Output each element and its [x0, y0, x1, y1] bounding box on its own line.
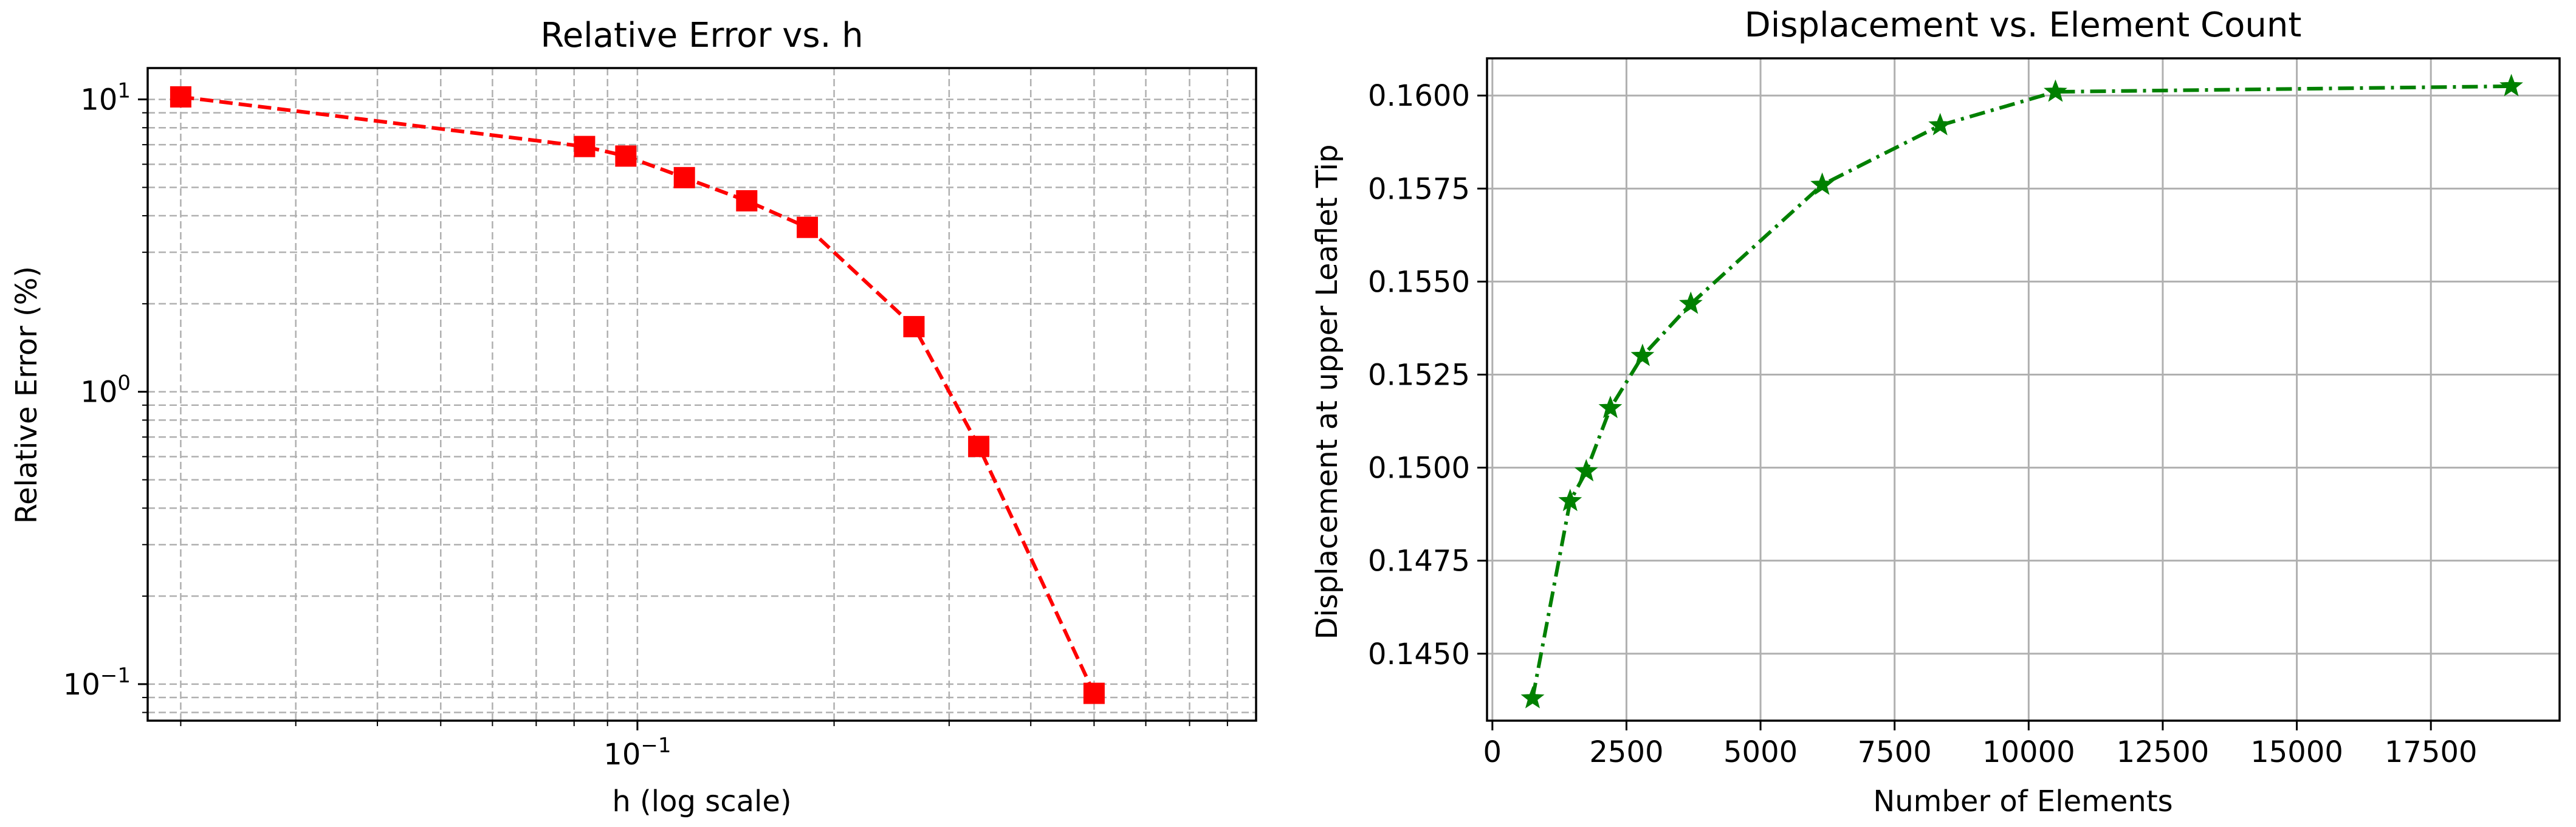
right-data-point [1520, 685, 1545, 709]
left-y-tick-label: 10−1 [63, 664, 131, 702]
right-x-axis-label: Number of Elements [1873, 784, 2172, 818]
left-data-point [736, 190, 758, 211]
left-data-point [1083, 682, 1105, 704]
left-data-point [673, 166, 695, 188]
right-y-tick-label: 0.1500 [1368, 451, 1470, 486]
right-series [1520, 74, 2523, 709]
right-x-tick-label: 7500 [1858, 735, 1932, 769]
left-grid [148, 68, 1256, 721]
right-chart-title: Displacement vs. Element Count [1745, 5, 2302, 45]
left-series [170, 86, 1105, 704]
right-x-tick-label: 0 [1483, 735, 1502, 769]
right-x-tick-label: 12500 [2117, 735, 2210, 769]
left-x-axis-label: h (log scale) [612, 784, 791, 818]
left-data-point [797, 216, 819, 238]
left-series-line [180, 95, 1096, 695]
right-x-tick-label: 10000 [1982, 735, 2075, 769]
right-x-tick-label: 5000 [1723, 735, 1798, 769]
right-data-point [1630, 343, 1655, 366]
chart-right: 0 2500 5000 7500 10000 12500 15000 17500 0.1450 0… [1310, 5, 2561, 818]
left-data-point [615, 145, 637, 167]
left-data-point [574, 136, 596, 157]
right-data-point [1558, 489, 1582, 512]
right-y-tick-label: 0.1600 [1368, 79, 1470, 113]
right-plot-frame [1486, 57, 2561, 722]
right-y-tick-label: 0.1550 [1368, 265, 1470, 299]
left-y-tick-label: 101 [80, 79, 131, 117]
right-data-point [2499, 74, 2523, 97]
right-y-tick-label: 0.1475 [1368, 544, 1470, 578]
left-data-point [170, 86, 191, 108]
left-data-point [903, 316, 925, 338]
left-series-group [170, 86, 1105, 704]
left-plot-frame [146, 67, 1257, 722]
right-x-tick-label: 2500 [1589, 735, 1663, 769]
right-ticks: 0 2500 5000 7500 10000 12500 15000 17500 0.1450 0… [1368, 79, 2478, 769]
right-data-point [1810, 172, 1834, 195]
right-x-tick-label: 17500 [2385, 735, 2478, 769]
right-grid [1487, 58, 2560, 721]
right-data-point [1678, 291, 1703, 314]
left-chart-title: Relative Error vs. h [540, 16, 863, 55]
right-y-tick-label: 0.1450 [1368, 637, 1470, 671]
left-data-point [968, 436, 990, 458]
right-data-point [2044, 79, 2067, 102]
left-y-axis-label: Relative Error (%) [10, 266, 44, 524]
right-y-tick-label: 0.1525 [1368, 359, 1470, 393]
right-y-axis-label: Displacement at upper Leaflet Tip [1310, 145, 1344, 640]
right-x-tick-label: 15000 [2250, 735, 2343, 769]
right-series-line [1531, 84, 2512, 699]
right-data-point [1574, 459, 1598, 482]
right-data-point [1928, 112, 1953, 136]
right-y-tick-label: 0.1575 [1368, 172, 1470, 206]
right-data-point [1598, 396, 1623, 419]
